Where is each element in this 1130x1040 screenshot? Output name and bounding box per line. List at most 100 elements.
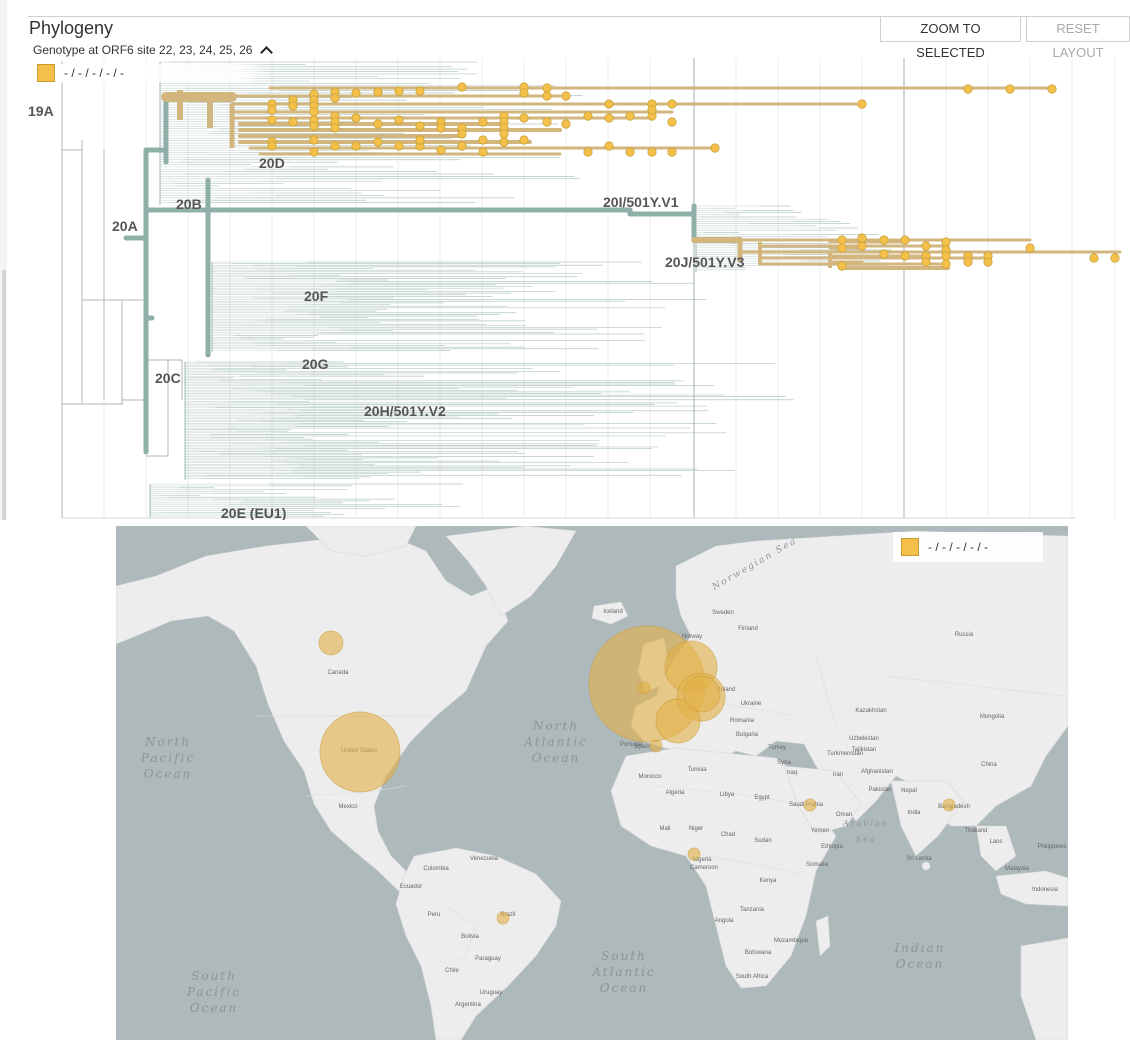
- selected-tip[interactable]: [879, 235, 889, 245]
- map-panel[interactable]: North Pacific Ocean North Atlantic Ocean South…: [116, 526, 1068, 1040]
- page-scrollbar[interactable]: [0, 0, 7, 520]
- selected-tip[interactable]: [373, 137, 383, 147]
- case-circle[interactable]: [319, 711, 401, 793]
- selected-tip[interactable]: [667, 117, 677, 127]
- case-circle[interactable]: [318, 630, 344, 656]
- selected-tip[interactable]: [1047, 84, 1057, 94]
- selected-tip[interactable]: [351, 113, 361, 123]
- selected-tip[interactable]: [667, 147, 677, 157]
- selected-tip[interactable]: [1025, 243, 1035, 253]
- zoom-to-selected-button[interactable]: ZOOM TO SELECTED: [880, 16, 1021, 60]
- selected-tip[interactable]: [478, 147, 488, 157]
- legend-swatch[interactable]: [37, 64, 55, 82]
- selected-tip[interactable]: [288, 117, 298, 127]
- case-circle[interactable]: [496, 911, 510, 925]
- case-circle[interactable]: [687, 847, 701, 861]
- selected-tip[interactable]: [647, 105, 657, 115]
- selected-tip[interactable]: [415, 121, 425, 131]
- tree-selected-branches[interactable]: [161, 86, 1122, 270]
- selected-tip[interactable]: [983, 257, 993, 267]
- selected-tip[interactable]: [604, 113, 614, 123]
- selected-tip[interactable]: [542, 117, 552, 127]
- selected-tip[interactable]: [941, 237, 951, 247]
- selected-tip[interactable]: [394, 141, 404, 151]
- selected-tip[interactable]: [309, 121, 319, 131]
- selected-tip[interactable]: [625, 147, 635, 157]
- selected-tip[interactable]: [288, 101, 298, 111]
- selected-tip[interactable]: [542, 91, 552, 101]
- selected-tip[interactable]: [519, 88, 529, 98]
- selected-tip[interactable]: [710, 143, 720, 153]
- selected-tip[interactable]: [941, 251, 951, 261]
- chevron-up-icon[interactable]: [260, 46, 274, 59]
- selected-tip[interactable]: [857, 99, 867, 109]
- selected-tip[interactable]: [583, 111, 593, 121]
- selected-tip[interactable]: [1005, 84, 1015, 94]
- selected-tip[interactable]: [415, 86, 425, 96]
- map-case-circles[interactable]: [318, 625, 956, 925]
- tree-legend[interactable]: - / - / - / - / -: [37, 64, 274, 82]
- selected-tip[interactable]: [1089, 253, 1099, 263]
- selected-tip[interactable]: [941, 259, 951, 269]
- selected-tip[interactable]: [499, 129, 509, 139]
- tree-selected-tips[interactable]: [267, 82, 1120, 271]
- selected-tip[interactable]: [309, 107, 319, 117]
- reset-layout-button[interactable]: RESET LAYOUT: [1026, 16, 1130, 60]
- selected-tip[interactable]: [267, 141, 277, 151]
- selected-tip[interactable]: [267, 105, 277, 115]
- selected-tip[interactable]: [583, 147, 593, 157]
- selected-tip[interactable]: [857, 233, 867, 243]
- selected-tip[interactable]: [436, 123, 446, 133]
- selected-tip[interactable]: [857, 241, 867, 251]
- selected-tip[interactable]: [436, 145, 446, 155]
- selected-tip[interactable]: [1110, 253, 1120, 263]
- map-legend[interactable]: - / - / - / - / -: [893, 532, 1043, 562]
- selected-tip[interactable]: [625, 111, 635, 121]
- selected-tip[interactable]: [415, 135, 425, 145]
- case-circle[interactable]: [803, 798, 817, 812]
- selected-tip[interactable]: [963, 84, 973, 94]
- selected-tip[interactable]: [309, 147, 319, 157]
- selected-tip[interactable]: [963, 257, 973, 267]
- selected-tip[interactable]: [921, 241, 931, 251]
- selected-tip[interactable]: [667, 99, 677, 109]
- selected-tip[interactable]: [561, 91, 571, 101]
- case-circle[interactable]: [649, 739, 663, 753]
- selected-tip[interactable]: [837, 261, 847, 271]
- case-circle[interactable]: [683, 675, 721, 713]
- case-circle[interactable]: [655, 698, 701, 744]
- selected-tip[interactable]: [921, 257, 931, 267]
- selected-tip[interactable]: [519, 113, 529, 123]
- selected-tip[interactable]: [478, 117, 488, 127]
- selected-tip[interactable]: [373, 87, 383, 97]
- selected-tip[interactable]: [647, 147, 657, 157]
- selected-tip[interactable]: [330, 141, 340, 151]
- selected-tip[interactable]: [542, 83, 552, 93]
- case-circle[interactable]: [942, 798, 956, 812]
- case-circle[interactable]: [637, 681, 651, 695]
- selected-tip[interactable]: [394, 86, 404, 96]
- selected-tip[interactable]: [900, 251, 910, 261]
- selected-tip[interactable]: [351, 141, 361, 151]
- selected-tip[interactable]: [309, 135, 319, 145]
- selected-tip[interactable]: [519, 135, 529, 145]
- selected-tip[interactable]: [499, 137, 509, 147]
- selected-tip[interactable]: [457, 82, 467, 92]
- color-by-selector[interactable]: Genotype at ORF6 site 22, 23, 24, 25, 26: [33, 43, 274, 59]
- selected-tip[interactable]: [837, 235, 847, 245]
- tree-clade-branches[interactable]: [123, 92, 697, 455]
- selected-tip[interactable]: [900, 235, 910, 245]
- selected-tip[interactable]: [604, 99, 614, 109]
- scrollbar-thumb[interactable]: [2, 270, 6, 520]
- selected-tip[interactable]: [330, 123, 340, 133]
- selected-tip[interactable]: [351, 88, 361, 98]
- selected-tip[interactable]: [837, 243, 847, 253]
- selected-tip[interactable]: [330, 93, 340, 103]
- map-legend-swatch[interactable]: [901, 538, 919, 556]
- selected-tip[interactable]: [457, 129, 467, 139]
- selected-tip[interactable]: [561, 119, 571, 129]
- selected-tip[interactable]: [879, 249, 889, 259]
- selected-tip[interactable]: [267, 115, 277, 125]
- selected-tip[interactable]: [373, 119, 383, 129]
